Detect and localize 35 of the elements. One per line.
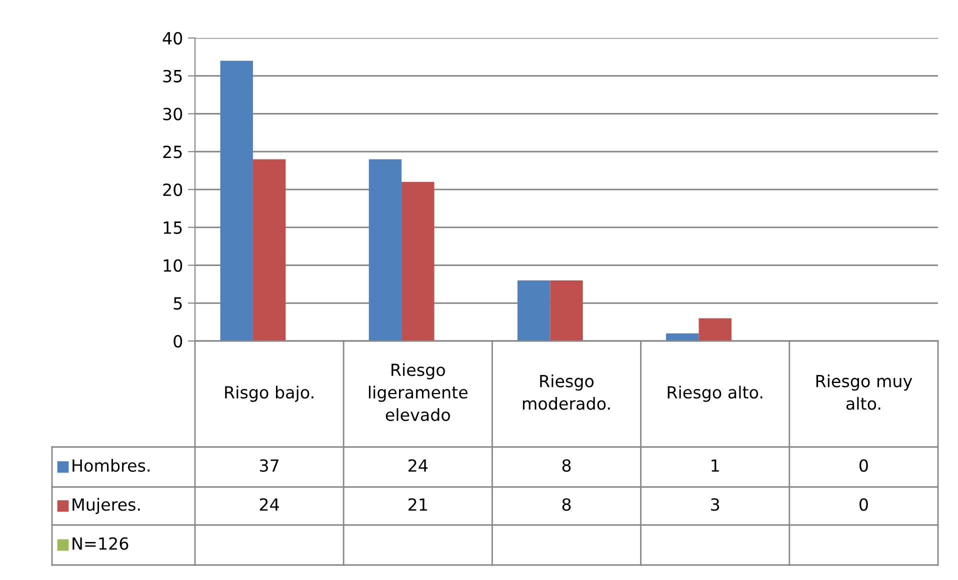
data-label: 1 [712,459,719,472]
data-label: 8 [562,498,571,511]
x-tick-label: Riesgo ligeramente elevado [368,363,468,422]
legend-label: Hombres. [72,458,150,472]
data-label: 3 [711,498,720,511]
y-tick-label: 0 [174,334,182,348]
x-tick-label: Riesgo moderado. [522,374,610,410]
x-tick-label: Riesgo muy alto. [816,374,912,410]
data-label: 24 [408,459,428,472]
y-tick-label: 20 [163,183,182,196]
x-tick-label: Riesgo alto. [668,386,762,402]
bar [252,159,286,341]
bar [550,280,583,341]
legend-label: Mujeres. [72,498,140,514]
y-tick-label: 25 [163,146,182,158]
bar [368,159,402,341]
x-tick-label: Risgo bajo. [225,386,314,402]
data-label: 0 [859,498,868,511]
data-label: 24 [260,498,279,511]
y-tick-label: 35 [163,70,182,82]
y-tick-label: 15 [164,222,182,234]
data-label: 21 [408,498,427,511]
y-tick-label: 5 [174,297,182,310]
data-label: 8 [562,459,571,472]
bar [666,333,699,341]
data-label: 37 [260,459,278,472]
bar [698,318,732,341]
y-tick-label: 30 [163,108,182,120]
bar [402,182,434,341]
data-label: 0 [859,459,868,472]
legend-label: N=126 [72,537,128,550]
bar [517,280,550,341]
bar [220,60,253,341]
y-tick-label: 10 [164,259,182,272]
y-tick-label: 40 [162,32,182,45]
